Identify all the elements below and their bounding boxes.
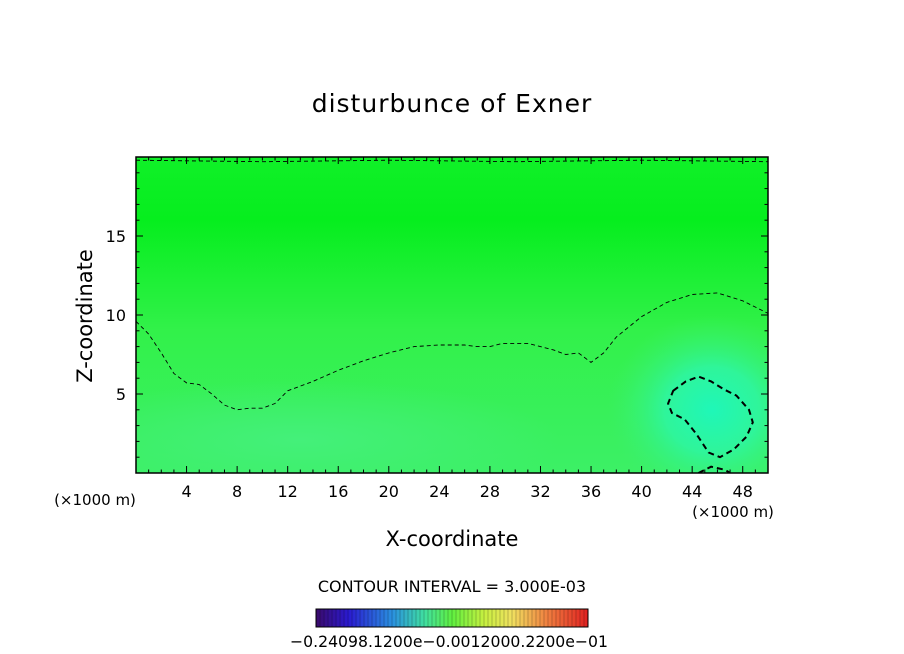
contour-line-2 [667,375,754,459]
x-unit-left: (×1000 m) [54,491,136,509]
colorbar-labels: −0.24098.1200e−0.0012000.2200e−01 [290,632,608,651]
x-tick-label: 44 [682,482,702,501]
contour-lines [136,159,768,473]
field-anomaly [607,315,768,473]
x-tick-label: 40 [631,482,651,501]
y-tick-label: 10 [106,306,126,325]
contour-line-1 [136,159,768,163]
colorbar-ticks [319,609,585,627]
x-tick-label: 28 [480,482,500,501]
x-unit-right: (×1000 m) [692,503,774,521]
x-tick-label: 20 [379,482,399,501]
contour-interval: CONTOUR INTERVAL = 3.000E-03 [318,577,586,596]
x-axis-label: X-coordinate [386,527,519,551]
x-tick-label: 4 [181,482,191,501]
x-tick-label: 8 [232,482,242,501]
x-tick-label: 36 [581,482,601,501]
field-low-blob [136,380,560,473]
y-tick-label: 5 [116,385,126,404]
x-tick-label: 48 [733,482,753,501]
x-tick-label: 16 [328,482,348,501]
x-tick-label: 12 [278,482,298,501]
y-axis-label: Z-coordinate [73,249,97,383]
chart-title: disturbunce of Exner [312,89,593,118]
x-tick-label: 32 [530,482,550,501]
contour-line-0 [136,292,768,411]
x-tick-label: 24 [429,482,449,501]
contour-line-3 [698,465,731,473]
y-tick-label: 15 [106,227,126,246]
